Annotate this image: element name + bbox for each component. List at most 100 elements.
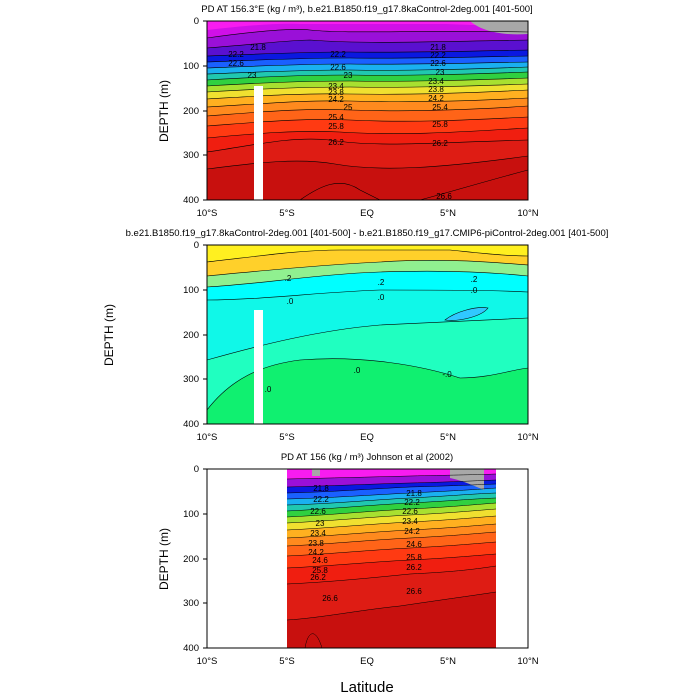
panel-3-title: PD AT 156 (kg / m³) Johnson et al (2002)	[281, 452, 453, 463]
y-tick-label: 100	[183, 285, 199, 296]
contour-label: 26.2	[406, 563, 422, 572]
panel-1-field	[207, 21, 528, 200]
contour-label: .0	[378, 293, 385, 302]
y-tick-label: 0	[194, 240, 199, 251]
contour-label: 22.6	[402, 507, 418, 516]
x-tick-label: 5°N	[440, 208, 456, 219]
contour-label: 23.4	[310, 529, 326, 538]
contour-label: .2	[285, 274, 292, 283]
y-tick-label: 400	[183, 419, 199, 430]
panel-3-field	[286, 469, 497, 648]
y-tick-label: 300	[183, 598, 199, 609]
panel-1-x-ticks: 10°S 5°S EQ 5°N 10°N	[197, 208, 539, 219]
x-tick-label: 5°S	[279, 656, 294, 667]
contour-label: 23.8	[328, 88, 344, 97]
panel-2-contour-labels: .2 .2 .2 .0 .0 .0 .0 .0 -.0	[265, 274, 478, 394]
anomaly-band	[207, 245, 528, 262]
contour-label: 23	[248, 71, 257, 80]
y-tick-label: 300	[183, 374, 199, 385]
panel-1-ylabel: DEPTH (m)	[157, 80, 171, 142]
x-tick-label: 10°S	[197, 208, 218, 219]
contour-label: 23	[344, 71, 353, 80]
contour-label: 25.8	[432, 120, 448, 129]
x-tick-label: 10°N	[517, 432, 538, 443]
contour-label: 22.2	[330, 50, 346, 59]
contour-label: 23.8	[428, 85, 444, 94]
contour-label: 26.6	[436, 192, 452, 201]
contour-label: 22.2	[430, 51, 446, 60]
contour-label: 25.8	[312, 566, 328, 575]
contour-label: 24.2	[404, 527, 420, 536]
contour-label: 21.8	[313, 484, 329, 493]
contour-label: 21.8	[250, 43, 266, 52]
x-tick-label: 10°N	[517, 656, 538, 667]
contour-label: 23.4	[428, 77, 444, 86]
x-tick-label: 5°S	[279, 432, 294, 443]
y-tick-label: 100	[183, 509, 199, 520]
density-band	[207, 21, 528, 30]
contour-label: 22.2	[228, 50, 244, 59]
contour-label: 22.2	[404, 498, 420, 507]
contour-label: 26.6	[406, 587, 422, 596]
contour-label: .0	[471, 286, 478, 295]
contour-label: 21.8	[406, 489, 422, 498]
y-tick-label: 300	[183, 150, 199, 161]
contour-label: 24.2	[308, 548, 324, 557]
y-tick-label: 0	[194, 16, 199, 27]
missing-data-column	[254, 86, 263, 200]
land-mask	[450, 21, 528, 35]
y-tick-label: 200	[183, 554, 199, 565]
x-tick-label: EQ	[360, 208, 374, 219]
land-mask	[312, 469, 320, 476]
x-tick-label: 10°S	[197, 656, 218, 667]
contour-label: 23.4	[328, 82, 344, 91]
contour-label: 23.8	[308, 539, 324, 548]
contour-label: .0	[287, 297, 294, 306]
panel-3: PD AT 156 (kg / m³) Johnson et al (2002)	[157, 452, 539, 667]
x-tick-label: EQ	[360, 432, 374, 443]
contour-label: 26.2	[432, 139, 448, 148]
contour-label: .2	[471, 275, 478, 284]
x-tick-label: 5°S	[279, 208, 294, 219]
contour-label: 23.4	[402, 517, 418, 526]
panel-2: b.e21.B1850.f19_g17.8kaControl-2deg.001 …	[102, 228, 608, 443]
contour-label: .0	[265, 385, 272, 394]
panel-1-y-ticks: 0 100 200 300 400	[183, 16, 207, 206]
contour-label: 22.6	[430, 59, 446, 68]
contour-label: .0	[354, 366, 361, 375]
panel-2-ylabel: DEPTH (m)	[102, 304, 116, 366]
panel-3-contour-labels: 21.8 22.2 22.6 23 23.4 23.8 24.2 24.6 25…	[308, 484, 422, 603]
x-tick-label: 5°N	[440, 656, 456, 667]
contour-label: 23	[436, 68, 445, 77]
contour-label: 22.6	[310, 507, 326, 516]
contour-label: 24.2	[428, 94, 444, 103]
y-tick-label: 400	[183, 195, 199, 206]
panel-3-ylabel: DEPTH (m)	[157, 528, 171, 590]
contour-label: 23	[316, 519, 325, 528]
y-tick-label: 0	[194, 464, 199, 475]
panel-2-field	[207, 245, 528, 424]
contour-label: 25	[344, 103, 353, 112]
contour-label: 25.8	[406, 553, 422, 562]
panel-1: PD AT 156.3°E (kg / m³), b.e21.B1850.f19…	[157, 4, 539, 219]
panel-2-title: b.e21.B1850.f19_g17.8kaControl-2deg.001 …	[126, 228, 609, 239]
y-tick-label: 200	[183, 330, 199, 341]
panel-3-x-ticks: 10°S 5°S EQ 5°N 10°N	[197, 656, 539, 667]
x-tick-label: EQ	[360, 656, 374, 667]
missing-data-column	[254, 310, 263, 424]
contour-label: 24.6	[406, 540, 422, 549]
contour-label: 26.2	[328, 138, 344, 147]
x-tick-label: 10°S	[197, 432, 218, 443]
y-tick-label: 100	[183, 61, 199, 72]
contour-label: 25.4	[328, 113, 344, 122]
contour-label: 26.2	[310, 573, 326, 582]
contour-label: .2	[378, 278, 385, 287]
contour-label: 22.2	[313, 495, 329, 504]
panel-1-title: PD AT 156.3°E (kg / m³), b.e21.B1850.f19…	[201, 4, 532, 15]
panel-3-y-ticks: 0 100 200 300 400	[183, 464, 207, 654]
y-tick-label: 400	[183, 643, 199, 654]
contour-label: 22.6	[228, 59, 244, 68]
contour-label: 25.8	[328, 122, 344, 131]
figure-xlabel: Latitude	[340, 679, 393, 696]
